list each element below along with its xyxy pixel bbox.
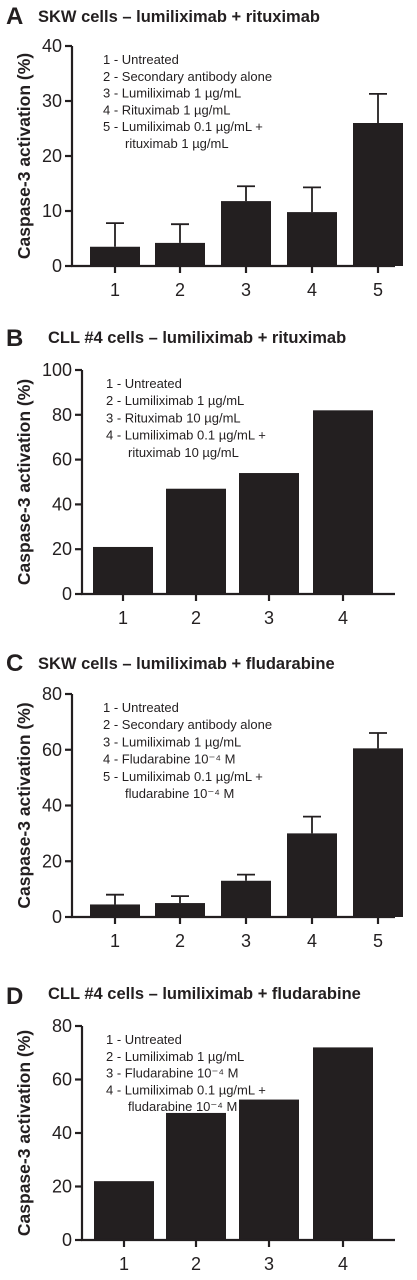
y-tick-label: 60 — [52, 450, 72, 470]
y-tick-label: 20 — [42, 851, 62, 871]
y-tick-label: 0 — [52, 907, 62, 927]
y-tick-label: 10 — [42, 201, 62, 221]
x-tick-label: 2 — [191, 1254, 201, 1274]
panel-letter: A — [6, 3, 23, 30]
bar-4 — [313, 1047, 373, 1240]
bar-4 — [287, 833, 337, 917]
x-tick-label: 4 — [307, 280, 317, 300]
legend-entry-4: rituximab 10 µg/mL — [128, 445, 239, 460]
bar-2 — [166, 1112, 226, 1240]
y-tick-label: 40 — [52, 1123, 72, 1143]
chart-panel-a: A SKW cells – lumiliximab + rituximab Casp… — [6, 3, 403, 300]
legend-entry-3: 3 - Lumiliximab 1 µg/mL — [103, 86, 241, 101]
panel-letter: B — [6, 325, 23, 352]
bar-1 — [94, 1181, 154, 1240]
legend-entry-2: 2 - Lumiliximab 1 µg/mL — [106, 1049, 244, 1064]
y-axis-label: Caspase-3 activation (%) — [14, 702, 34, 908]
legend-entry-1: 1 - Untreated — [106, 1032, 182, 1047]
x-tick-label: 1 — [110, 931, 120, 951]
legend-entry-2: 2 - Secondary antibody alone — [103, 717, 272, 732]
bar-4 — [287, 212, 337, 266]
x-tick-label: 3 — [241, 280, 251, 300]
legend-entry-5: 5 - Lumiliximab 0.1 µg/mL + — [103, 769, 263, 784]
y-tick-label: 40 — [52, 494, 72, 514]
legend-entry-3: 3 - Rituximab 10 µg/mL — [106, 410, 241, 425]
y-axis-label: Caspase-3 activation (%) — [14, 379, 34, 585]
bar-2 — [155, 242, 205, 266]
x-tick-label: 5 — [373, 280, 383, 300]
chart-title: CLL #4 cells – lumiliximab + rituximab — [48, 329, 346, 347]
legend-entry-4: fludarabine 10⁻⁴ M — [128, 1099, 237, 1114]
y-tick-label: 0 — [62, 1230, 72, 1250]
x-tick-label: 1 — [119, 1254, 129, 1274]
bar-5 — [353, 123, 403, 266]
legend-entry-2: 2 - Lumiliximab 1 µg/mL — [106, 393, 244, 408]
x-tick-label: 4 — [338, 1254, 348, 1274]
y-tick-label: 0 — [62, 584, 72, 604]
legend-entry-3: 3 - Fludarabine 10⁻⁴ M — [106, 1066, 238, 1081]
legend-entry-5: 5 - Lumiliximab 0.1 µg/mL + — [103, 119, 263, 134]
x-tick-label: 2 — [175, 931, 185, 951]
bar-3 — [221, 880, 271, 917]
bar-1 — [93, 546, 153, 594]
x-tick-label: 5 — [373, 931, 383, 951]
legend-entry-1: 1 - Untreated — [106, 376, 182, 391]
bar-1 — [90, 904, 140, 917]
x-tick-label: 3 — [241, 931, 251, 951]
x-tick-label: 3 — [264, 1254, 274, 1274]
legend-entry-4: 4 - Fludarabine 10⁻⁴ M — [103, 752, 235, 767]
bar-1 — [90, 246, 140, 266]
y-tick-label: 20 — [42, 146, 62, 166]
bar-5 — [353, 748, 403, 917]
legend-entry-2: 2 - Secondary antibody alone — [103, 69, 272, 84]
chart-title: SKW cells – lumiliximab + fludarabine — [38, 655, 335, 673]
x-tick-label: 1 — [110, 280, 120, 300]
y-tick-label: 0 — [52, 256, 62, 276]
chart-panel-d: D CLL #4 cells – lumiliximab + fludarabin… — [6, 983, 395, 1274]
bar-3 — [239, 473, 299, 594]
bar-2 — [155, 903, 205, 917]
y-tick-label: 80 — [52, 1016, 72, 1036]
y-axis-label: Caspase-3 activation (%) — [14, 53, 34, 259]
legend-entry-4: 4 - Lumiliximab 0.1 µg/mL + — [106, 1082, 266, 1097]
y-tick-label: 100 — [42, 360, 72, 380]
panel-letter: C — [6, 650, 23, 677]
legend-entry-1: 1 - Untreated — [103, 52, 179, 67]
x-tick-label: 4 — [338, 608, 348, 628]
bar-3 — [239, 1099, 299, 1240]
y-tick-label: 20 — [52, 539, 72, 559]
x-tick-label: 3 — [264, 608, 274, 628]
y-tick-label: 40 — [42, 796, 62, 816]
y-tick-label: 20 — [52, 1177, 72, 1197]
panel-letter: D — [6, 983, 23, 1010]
y-tick-label: 80 — [42, 684, 62, 704]
y-tick-label: 30 — [42, 91, 62, 111]
bar-4 — [313, 410, 373, 594]
legend-entry-4: 4 - Lumiliximab 0.1 µg/mL + — [106, 428, 266, 443]
y-tick-label: 40 — [42, 36, 62, 56]
x-tick-label: 1 — [118, 608, 128, 628]
legend-entry-5: fludarabine 10⁻⁴ M — [125, 786, 234, 801]
y-tick-label: 60 — [42, 740, 62, 760]
x-tick-label: 2 — [175, 280, 185, 300]
bar-3 — [221, 201, 271, 266]
bar-2 — [166, 488, 226, 594]
legend-entry-5: rituximab 1 µg/mL — [125, 136, 229, 151]
legend-entry-3: 3 - Lumiliximab 1 µg/mL — [103, 734, 241, 749]
x-tick-label: 2 — [191, 608, 201, 628]
chart-title: SKW cells – lumiliximab + rituximab — [38, 8, 320, 26]
x-tick-label: 4 — [307, 931, 317, 951]
chart-title: CLL #4 cells – lumiliximab + fludarabine — [48, 985, 361, 1003]
y-axis-label: Caspase-3 activation (%) — [14, 1030, 34, 1236]
y-tick-label: 80 — [52, 405, 72, 425]
chart-panel-c: C SKW cells – lumiliximab + fludarabine Ca… — [6, 650, 403, 951]
legend-entry-4: 4 - Rituximab 1 µg/mL — [103, 102, 230, 117]
chart-panel-b: B CLL #4 cells – lumiliximab + rituximab C… — [6, 325, 395, 628]
y-tick-label: 60 — [52, 1070, 72, 1090]
legend-entry-1: 1 - Untreated — [103, 700, 179, 715]
